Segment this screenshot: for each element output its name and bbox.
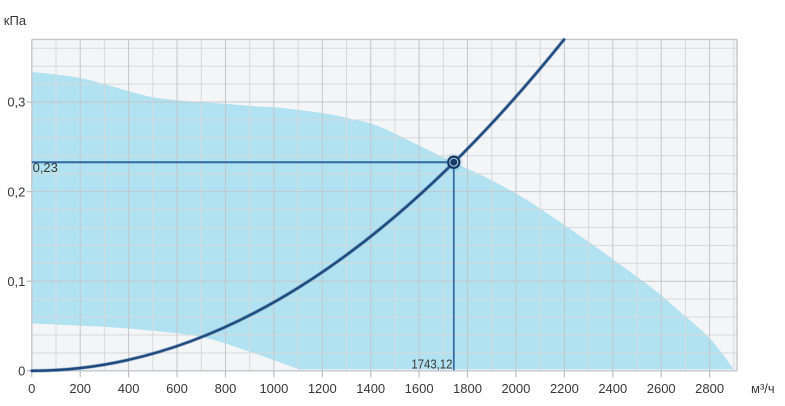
svg-text:1600: 1600 (405, 381, 434, 396)
svg-text:600: 600 (166, 381, 188, 396)
svg-text:400: 400 (118, 381, 140, 396)
svg-text:200: 200 (69, 381, 91, 396)
svg-text:2200: 2200 (550, 381, 579, 396)
svg-text:0,2: 0,2 (7, 184, 25, 199)
svg-text:0,23: 0,23 (33, 160, 58, 175)
svg-text:2600: 2600 (647, 381, 676, 396)
svg-text:0,3: 0,3 (7, 95, 25, 110)
svg-text:1800: 1800 (453, 381, 482, 396)
svg-text:2800: 2800 (695, 381, 724, 396)
svg-text:2000: 2000 (501, 381, 530, 396)
svg-text:0,1: 0,1 (7, 274, 25, 289)
svg-text:1000: 1000 (259, 381, 288, 396)
svg-text:0: 0 (28, 381, 35, 396)
svg-text:м³/ч: м³/ч (751, 381, 775, 396)
svg-text:1200: 1200 (308, 381, 337, 396)
svg-text:1743,12: 1743,12 (411, 357, 452, 372)
svg-text:кПа: кПа (4, 13, 27, 28)
svg-text:0: 0 (18, 364, 25, 379)
svg-text:800: 800 (215, 381, 237, 396)
svg-text:1400: 1400 (356, 381, 385, 396)
svg-text:2400: 2400 (598, 381, 627, 396)
